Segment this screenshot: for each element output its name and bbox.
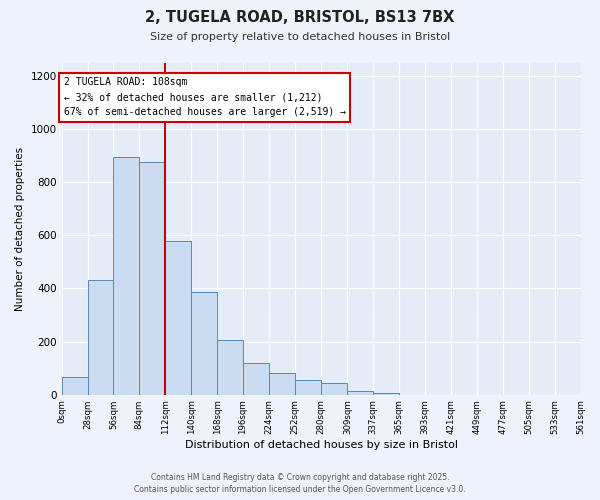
X-axis label: Distribution of detached houses by size in Bristol: Distribution of detached houses by size … (185, 440, 458, 450)
Bar (217, 340, 243, 394)
Y-axis label: Number of detached properties: Number of detached properties (15, 146, 25, 310)
Text: Contains HM Land Registry data © Crown copyright and database right 2025.
Contai: Contains HM Land Registry data © Crown c… (134, 472, 466, 494)
Bar (320, 382, 347, 394)
Bar (243, 363, 269, 394)
Text: Size of property relative to detached houses in Bristol: Size of property relative to detached ho… (150, 32, 450, 42)
Bar (269, 374, 295, 394)
Bar (165, 240, 191, 394)
Bar (88, 280, 113, 394)
Bar (347, 390, 373, 394)
Bar (139, 162, 165, 394)
Text: 2, TUGELA ROAD, BRISTOL, BS13 7BX: 2, TUGELA ROAD, BRISTOL, BS13 7BX (145, 10, 455, 25)
Bar (62, 378, 88, 394)
Text: 2 TUGELA ROAD: 108sqm
← 32% of detached houses are smaller (1,212)
67% of semi-d: 2 TUGELA ROAD: 108sqm ← 32% of detached … (64, 78, 346, 117)
Bar (191, 292, 217, 394)
Bar (295, 380, 320, 394)
Bar (113, 157, 139, 394)
